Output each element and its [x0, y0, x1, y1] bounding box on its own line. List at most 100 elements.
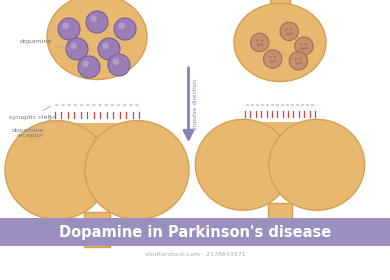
Ellipse shape	[263, 95, 275, 104]
Ellipse shape	[86, 11, 108, 33]
Ellipse shape	[78, 56, 100, 78]
Ellipse shape	[257, 44, 259, 46]
Ellipse shape	[261, 39, 263, 42]
Ellipse shape	[306, 104, 309, 106]
FancyBboxPatch shape	[268, 203, 292, 235]
Bar	[239, 98, 321, 112]
Ellipse shape	[291, 32, 293, 34]
Ellipse shape	[47, 0, 147, 80]
Ellipse shape	[261, 43, 264, 46]
Ellipse shape	[66, 38, 88, 60]
Ellipse shape	[274, 95, 286, 104]
Ellipse shape	[58, 18, 80, 40]
Ellipse shape	[288, 33, 290, 35]
Ellipse shape	[240, 95, 252, 104]
Ellipse shape	[62, 22, 69, 29]
Ellipse shape	[123, 104, 126, 106]
Ellipse shape	[281, 104, 284, 106]
Ellipse shape	[297, 62, 300, 65]
Ellipse shape	[256, 39, 258, 42]
Ellipse shape	[285, 28, 288, 31]
Ellipse shape	[295, 62, 298, 65]
Ellipse shape	[308, 95, 320, 104]
Bar	[49, 97, 145, 113]
Ellipse shape	[256, 104, 259, 106]
Ellipse shape	[77, 94, 90, 104]
Ellipse shape	[63, 94, 76, 104]
Ellipse shape	[195, 119, 291, 210]
Ellipse shape	[271, 104, 274, 106]
Ellipse shape	[86, 104, 90, 106]
Ellipse shape	[114, 18, 136, 40]
Text: Dopamine in Parkinson's disease: Dopamine in Parkinson's disease	[59, 225, 331, 239]
Ellipse shape	[98, 38, 120, 60]
Ellipse shape	[251, 104, 254, 106]
Ellipse shape	[291, 104, 294, 106]
Ellipse shape	[276, 104, 279, 106]
Ellipse shape	[301, 48, 303, 50]
Ellipse shape	[252, 95, 263, 104]
Ellipse shape	[85, 121, 189, 220]
Ellipse shape	[250, 33, 269, 52]
FancyBboxPatch shape	[86, 0, 108, 3]
Bar	[270, 9, 290, 17]
Ellipse shape	[119, 22, 125, 29]
Ellipse shape	[285, 95, 297, 104]
Text: dopamine: dopamine	[20, 39, 68, 48]
Ellipse shape	[286, 104, 289, 106]
Ellipse shape	[80, 104, 83, 106]
Ellipse shape	[74, 104, 77, 106]
Ellipse shape	[263, 50, 282, 68]
Ellipse shape	[246, 104, 249, 106]
Ellipse shape	[274, 60, 277, 62]
Ellipse shape	[269, 60, 272, 63]
Ellipse shape	[92, 104, 96, 106]
Ellipse shape	[295, 58, 297, 60]
Bar	[243, 122, 317, 165]
Ellipse shape	[55, 104, 59, 106]
Ellipse shape	[271, 60, 274, 63]
Ellipse shape	[261, 104, 264, 106]
Ellipse shape	[280, 22, 298, 41]
Ellipse shape	[105, 94, 117, 104]
Ellipse shape	[286, 33, 289, 35]
Ellipse shape	[273, 56, 276, 58]
Ellipse shape	[118, 94, 131, 104]
Ellipse shape	[300, 43, 303, 45]
Ellipse shape	[67, 104, 71, 106]
Ellipse shape	[117, 104, 120, 106]
Ellipse shape	[82, 60, 89, 67]
Ellipse shape	[259, 44, 261, 46]
FancyBboxPatch shape	[270, 0, 290, 11]
Ellipse shape	[311, 104, 314, 106]
Ellipse shape	[295, 37, 313, 55]
Ellipse shape	[301, 104, 304, 106]
FancyBboxPatch shape	[84, 212, 110, 247]
Ellipse shape	[129, 104, 133, 106]
Ellipse shape	[290, 28, 292, 31]
Ellipse shape	[300, 62, 302, 64]
Ellipse shape	[135, 104, 139, 106]
Ellipse shape	[50, 94, 62, 104]
Ellipse shape	[305, 47, 308, 49]
Ellipse shape	[5, 121, 109, 220]
Ellipse shape	[305, 43, 307, 45]
Ellipse shape	[90, 15, 97, 22]
Ellipse shape	[108, 54, 130, 76]
Bar	[0, 218, 390, 246]
Ellipse shape	[234, 3, 326, 81]
Text: dopamine
receptor: dopamine receptor	[12, 116, 55, 138]
Bar	[86, 1, 108, 9]
Ellipse shape	[269, 119, 365, 210]
Ellipse shape	[112, 59, 119, 65]
Ellipse shape	[103, 42, 109, 49]
FancyArrowPatch shape	[184, 68, 193, 139]
Ellipse shape	[296, 104, 299, 106]
Ellipse shape	[269, 56, 271, 58]
Ellipse shape	[61, 104, 65, 106]
Text: shutterstock.com · 2178643971: shutterstock.com · 2178643971	[145, 253, 245, 258]
Ellipse shape	[71, 42, 77, 49]
Ellipse shape	[105, 104, 108, 106]
Ellipse shape	[98, 104, 102, 106]
Bar	[57, 123, 137, 170]
